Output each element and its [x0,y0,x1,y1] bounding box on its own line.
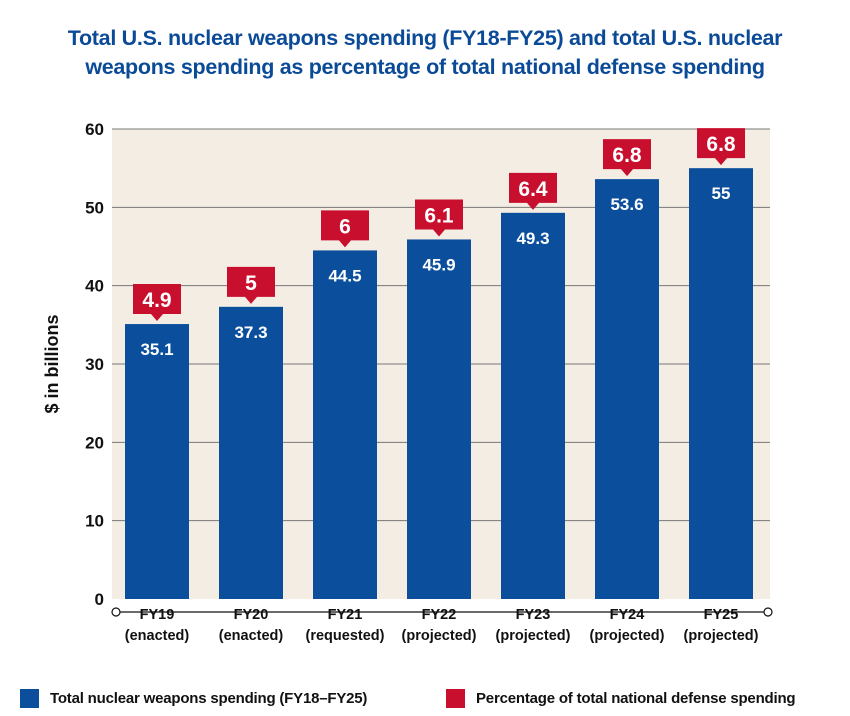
x-tick-label: FY21 [328,607,363,623]
x-axis-start-marker [111,607,121,617]
bar [125,324,189,599]
percentage-label: 6 [339,215,351,238]
x-tick-sublabel: (projected) [402,628,477,644]
bar-value-label: 55 [712,184,731,203]
percentage-label: 4.9 [142,289,171,312]
bar [595,179,659,599]
x-tick-sublabel: (projected) [684,628,759,644]
x-tick-sublabel: (projected) [590,628,665,644]
legend-label-spending: Total nuclear weapons spending (FY18–FY2… [50,689,368,707]
percentage-label: 6.8 [706,133,736,156]
x-tick-label: FY19 [140,607,175,623]
bar [219,306,283,599]
legend-item-percentage: Percentage of total national defense spe… [446,685,796,711]
bar [407,239,471,599]
y-tick-label: 30 [85,355,104,374]
bar-value-label: 37.3 [234,323,267,342]
bar [501,212,565,600]
y-tick-label: 20 [85,433,104,452]
chart-title: Total U.S. nuclear weapons spending (FY1… [0,24,850,82]
percentage-label: 5 [245,272,257,295]
x-tick-sublabel: (enacted) [219,628,284,644]
bar-value-label: 49.3 [516,229,549,248]
legend-item-spending: Total nuclear weapons spending (FY18–FY2… [20,685,367,711]
bar [313,250,377,599]
percentage-callout [697,128,745,166]
y-tick-label: 0 [95,590,104,609]
x-tick-sublabel: (requested) [306,628,385,644]
percentage-callout [227,266,275,304]
x-axis-end-marker [763,607,773,617]
x-tick-label: FY23 [516,607,551,623]
chart-title-line-1: Total U.S. nuclear weapons spending (FY1… [67,26,783,50]
x-tick-label: FY20 [234,607,269,623]
x-tick-label: FY25 [704,607,739,623]
percentage-label: 6.8 [612,144,642,167]
bar-value-label: 53.6 [610,195,643,214]
x-tick-sublabel: (projected) [496,628,571,644]
y-tick-label: 50 [85,198,104,217]
chart-title-line-2: weapons spending as percentage of total … [85,55,765,79]
x-tick-sublabel: (enacted) [125,628,190,644]
x-tick-label: FY22 [422,607,457,623]
y-tick-label: 60 [85,120,104,139]
legend-swatch-spending [20,688,39,708]
legend-swatch-percentage [446,688,465,708]
bar [689,168,753,599]
percentage-label: 6.1 [424,204,454,227]
y-axis-label: $ in billions [42,314,62,413]
percentage-callout [133,284,181,322]
percentage-callout [321,210,369,248]
bar-value-label: 44.5 [328,266,361,285]
percentage-callout [509,172,557,210]
legend-label-percentage: Percentage of total national defense spe… [476,689,796,707]
percentage-label: 6.4 [518,178,548,201]
y-tick-label: 40 [85,277,104,296]
percentage-callout [603,139,651,177]
bar-value-label: 45.9 [422,255,455,274]
x-tick-label: FY24 [610,607,645,623]
y-tick-label: 10 [85,512,104,531]
bar-value-label: 35.1 [140,340,173,359]
percentage-callout [415,199,463,237]
